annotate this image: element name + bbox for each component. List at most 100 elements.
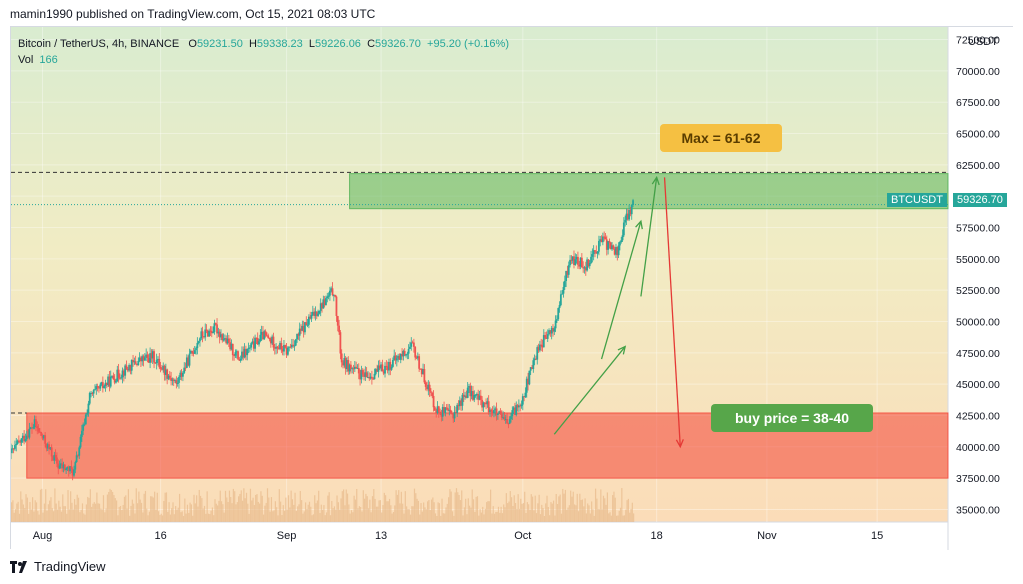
candle-body bbox=[17, 440, 20, 442]
volume-bar bbox=[218, 500, 220, 522]
volume-bar bbox=[549, 515, 551, 522]
trend-arrow-0[interactable] bbox=[553, 346, 626, 435]
volume-bar bbox=[492, 506, 494, 522]
volume-bar bbox=[581, 499, 584, 522]
candle-body bbox=[424, 382, 427, 387]
candle-body bbox=[277, 348, 280, 350]
candle-body bbox=[108, 376, 111, 387]
candle-body bbox=[562, 287, 565, 294]
candle-body bbox=[96, 386, 99, 388]
legend-h-label: H bbox=[248, 38, 257, 50]
candle-body bbox=[273, 347, 276, 349]
candle-body bbox=[521, 396, 524, 405]
buy-price-callout[interactable]: buy price = 38-40 bbox=[711, 404, 873, 432]
candle-body bbox=[454, 411, 457, 413]
candle-body bbox=[475, 394, 478, 396]
candle-body bbox=[31, 427, 33, 429]
candle-body bbox=[154, 362, 157, 364]
candle-body bbox=[50, 447, 53, 457]
volume-bar bbox=[214, 499, 216, 522]
volume-bar bbox=[289, 507, 291, 522]
volume-bar bbox=[234, 491, 236, 522]
legend-c-label: C bbox=[367, 38, 376, 50]
volume-bar bbox=[97, 503, 99, 522]
candle-body bbox=[175, 380, 178, 384]
candle-body bbox=[130, 359, 133, 371]
volume-bar bbox=[253, 505, 255, 522]
legend-symbol[interactable]: Bitcoin / TetherUS, 4h, BINANCE bbox=[18, 38, 180, 50]
candle-body bbox=[340, 353, 343, 363]
trend-arrow-2[interactable] bbox=[640, 177, 658, 297]
volume-bar bbox=[85, 504, 88, 522]
candle-body bbox=[42, 435, 45, 439]
y-tick-label: 55000.00 bbox=[956, 254, 1000, 266]
volume-bar bbox=[92, 503, 94, 522]
volume-bar bbox=[157, 511, 160, 522]
volume-bar bbox=[215, 503, 217, 522]
candle-body bbox=[469, 385, 472, 397]
volume-bar bbox=[608, 513, 610, 522]
volume-bar bbox=[91, 506, 93, 522]
volume-bar bbox=[131, 499, 133, 522]
volume-bar bbox=[21, 499, 23, 522]
legend-vol-label[interactable]: Vol bbox=[18, 54, 34, 66]
candle-body bbox=[541, 345, 544, 348]
candle-body bbox=[80, 430, 83, 437]
candle-body bbox=[338, 325, 340, 333]
volume-bar bbox=[466, 514, 468, 522]
volume-bar bbox=[290, 490, 292, 522]
zone-resistance[interactable] bbox=[349, 173, 949, 210]
volume-bar bbox=[194, 503, 196, 522]
volume-bar bbox=[592, 509, 594, 522]
volume-bar bbox=[499, 512, 501, 522]
candle-body bbox=[222, 339, 225, 341]
volume-bar bbox=[226, 497, 228, 522]
volume-bar bbox=[206, 491, 208, 522]
volume-bar bbox=[46, 510, 48, 522]
candle-body bbox=[113, 379, 116, 383]
trend-arrowhead-2 bbox=[651, 175, 660, 186]
candle-body bbox=[307, 316, 310, 325]
volume-bar bbox=[224, 490, 227, 522]
volume-bar bbox=[450, 491, 452, 522]
volume-bar bbox=[572, 491, 574, 522]
candle-body bbox=[511, 410, 514, 417]
max-callout[interactable]: Max = 61-62 bbox=[660, 124, 782, 152]
candle-body bbox=[24, 439, 27, 442]
volume-bar bbox=[197, 506, 199, 522]
volume-bar bbox=[479, 509, 481, 522]
volume-bar bbox=[505, 493, 507, 522]
candle-body bbox=[447, 408, 449, 411]
volume-bar bbox=[223, 512, 225, 522]
candle-body bbox=[474, 394, 477, 396]
volume-bar bbox=[37, 511, 39, 522]
volume-bar bbox=[528, 504, 530, 522]
volume-bar bbox=[165, 492, 168, 522]
candle-body bbox=[283, 345, 285, 352]
candle-body bbox=[616, 247, 619, 256]
price-chart[interactable]: 35000.00 37500.00 40000.00 42500.00 45000.00… bbox=[11, 27, 1014, 550]
legend-volume: 166 bbox=[39, 54, 58, 66]
volume-bar bbox=[138, 491, 140, 522]
volume-bar bbox=[210, 510, 212, 522]
candle-body bbox=[267, 335, 270, 339]
volume-bar bbox=[459, 500, 462, 522]
trend-arrow-3[interactable] bbox=[663, 177, 681, 447]
volume-bar bbox=[102, 495, 105, 522]
footer-brand[interactable]: TradingView bbox=[10, 559, 106, 574]
volume-bar bbox=[38, 514, 40, 522]
chart-frame[interactable]: 35000.00 37500.00 40000.00 42500.00 45000.00… bbox=[10, 26, 1014, 550]
volume-bar bbox=[117, 515, 119, 522]
candle-body bbox=[314, 311, 317, 317]
volume-bar bbox=[361, 511, 363, 522]
volume-bar bbox=[207, 513, 210, 522]
volume-bar bbox=[509, 491, 511, 522]
candle-body bbox=[478, 395, 481, 400]
volume-bar bbox=[314, 495, 316, 522]
volume-bar bbox=[270, 497, 273, 522]
candle-body bbox=[103, 386, 106, 389]
volume-bar bbox=[142, 512, 144, 522]
trend-arrow-1[interactable] bbox=[600, 221, 642, 360]
volume-bar bbox=[362, 490, 364, 522]
volume-bar bbox=[402, 503, 404, 522]
